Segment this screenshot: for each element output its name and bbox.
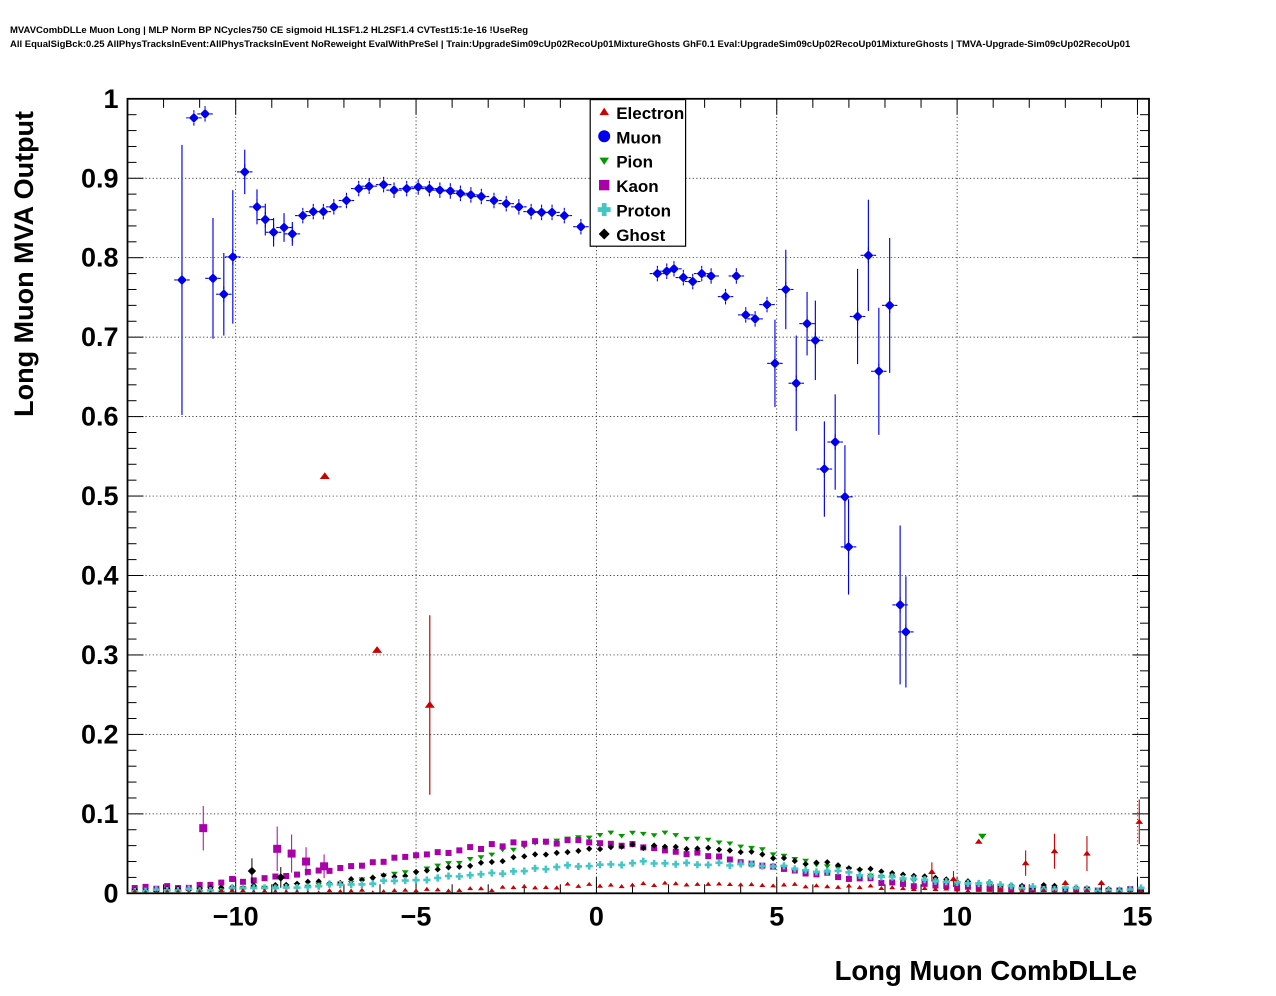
svg-text:MVAVCombDLLe Muon Long | MLP N: MVAVCombDLLe Muon Long | MLP Norm BP NCy… <box>10 25 528 36</box>
svg-text:Proton: Proton <box>616 202 671 221</box>
svg-text:0.2: 0.2 <box>81 719 119 749</box>
svg-text:Long Muon MVA Output: Long Muon MVA Output <box>9 111 39 417</box>
svg-text:5: 5 <box>769 901 784 931</box>
svg-text:−10: −10 <box>213 901 259 931</box>
svg-text:0.5: 0.5 <box>81 481 119 511</box>
svg-text:0.4: 0.4 <box>81 561 119 591</box>
svg-text:0: 0 <box>589 901 604 931</box>
svg-text:0.8: 0.8 <box>81 243 119 273</box>
svg-text:0.6: 0.6 <box>81 402 119 432</box>
svg-text:All EqualSigBck:0.25 AllPhysTr: All EqualSigBck:0.25 AllPhysTracksInEven… <box>10 39 1131 50</box>
svg-text:0.1: 0.1 <box>81 799 119 829</box>
svg-text:0.3: 0.3 <box>81 640 119 670</box>
svg-text:−5: −5 <box>401 901 432 931</box>
svg-text:Ghost: Ghost <box>616 226 665 245</box>
svg-text:0.9: 0.9 <box>81 163 119 193</box>
svg-text:0.7: 0.7 <box>81 322 119 352</box>
svg-text:Muon: Muon <box>616 128 661 147</box>
svg-text:10: 10 <box>942 901 972 931</box>
svg-text:1: 1 <box>103 84 118 114</box>
svg-text:Pion: Pion <box>616 153 653 172</box>
svg-text:15: 15 <box>1122 901 1152 931</box>
svg-text:0: 0 <box>103 878 118 908</box>
svg-text:Long Muon CombDLLe: Long Muon CombDLLe <box>835 955 1137 986</box>
svg-text:Electron: Electron <box>616 104 684 123</box>
svg-text:Kaon: Kaon <box>616 177 659 196</box>
